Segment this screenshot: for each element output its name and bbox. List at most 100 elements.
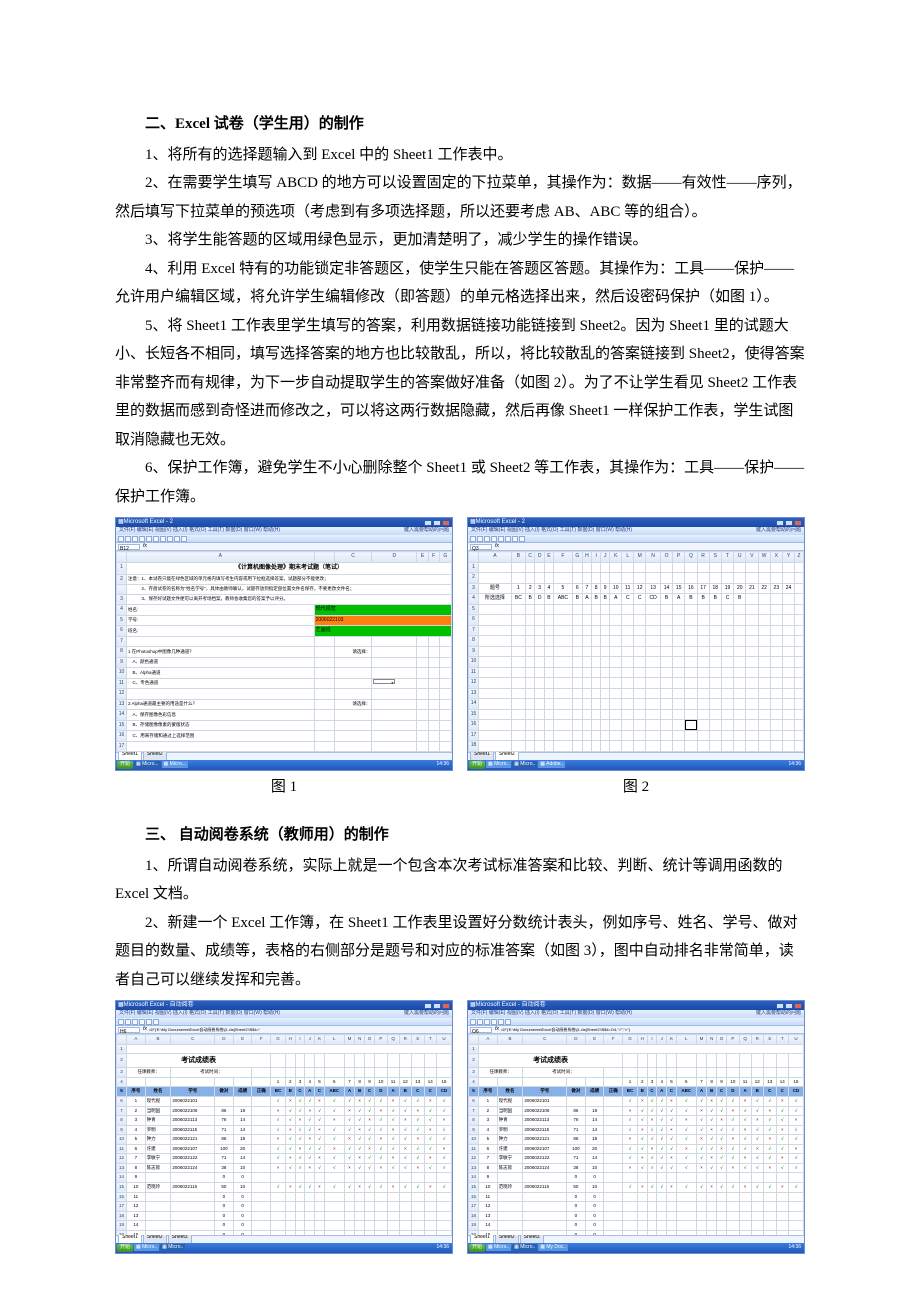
system-tray: 14:36	[436, 1243, 451, 1253]
toolbar-icon[interactable]	[118, 536, 124, 542]
namebox[interactable]: O6	[470, 1027, 492, 1033]
toolbar-icon[interactable]	[181, 536, 187, 542]
excel-formulabar[interactable]: O6fx=IF('E:\My Documents\Excel自动阅卷系统\[1.…	[468, 1026, 804, 1034]
taskbar-item[interactable]: ▦ Micro..	[512, 761, 537, 768]
toolbar-icon[interactable]	[491, 536, 497, 542]
start-button[interactable]: 开始	[117, 1244, 133, 1252]
start-button[interactable]: 开始	[117, 761, 133, 769]
exam-note: 2、存盘试卷的名称为"姓名学号"，具体由教师确认，试题存放到指定盘位置文件名保存…	[127, 585, 452, 595]
toolbar-icon[interactable]	[139, 1019, 145, 1025]
toolbar-icon[interactable]	[470, 536, 476, 542]
toolbar-icon[interactable]	[125, 1019, 131, 1025]
window-buttons	[776, 520, 802, 526]
fx-icon[interactable]: fx	[143, 1025, 147, 1035]
toolbar-icon[interactable]	[160, 536, 166, 542]
taskbar-item[interactable]: ▦ Adobe..	[538, 761, 565, 768]
minimize-icon[interactable]	[424, 520, 432, 526]
windows-taskbar[interactable]: 开始▦ Micro..▦ Micro..▦ My Doc..14:36	[468, 1243, 804, 1253]
excel-menubar[interactable]: 文件(F) 编辑(E) 视图(V) 插入(I) 格式(O) 工具(T) 数据(D…	[116, 527, 452, 535]
windows-taskbar[interactable]: 开始 ▦ Micro... ▦ Micro... 14:36	[116, 760, 452, 770]
close-icon[interactable]	[794, 520, 802, 526]
excel-menubar[interactable]: 文件(F) 编辑(E) 视图(V) 插入(I) 格式(O) 工具(T) 数据(D…	[468, 527, 804, 535]
toolbar-icon[interactable]	[118, 1019, 124, 1025]
excel-menubar[interactable]: 文件(F) 编辑(E) 视图(V) 插入(I) 格式(O) 工具(T) 数据(D…	[468, 1010, 804, 1018]
fx-icon[interactable]: fx	[143, 542, 147, 552]
figure-2-caption: 图 2	[623, 773, 649, 802]
taskbar-item[interactable]: ▦ Micro..	[512, 1244, 537, 1251]
sheet-tabs[interactable]: Sheet1Sheet2Sheet3	[468, 1235, 804, 1243]
figure-2: ▦ Microsoft Excel - 2 文件(F) 编辑(E) 视图(V) …	[467, 517, 805, 801]
figure-row-2: ▦ Microsoft Excel - 自动阅卷 文件(F) 编辑(E) 视图(…	[115, 1000, 805, 1254]
start-button[interactable]: 开始	[469, 1244, 485, 1252]
excel-formulabar[interactable]: Q3fx	[468, 543, 804, 551]
namebox[interactable]: B12	[118, 544, 140, 550]
sheet-tabs[interactable]: Sheet1 Sheet2	[468, 752, 804, 760]
toolbar-icon[interactable]	[146, 1019, 152, 1025]
taskbar-item[interactable]: ▦ My Doc..	[538, 1244, 568, 1251]
toolbar-icon[interactable]	[491, 1019, 497, 1025]
toolbar-icon[interactable]	[505, 536, 511, 542]
toolbar-icon[interactable]	[505, 1019, 511, 1025]
toolbar-icon[interactable]	[477, 1019, 483, 1025]
excel-grid[interactable]: ACDEFG 1《计算机图像处理》期末考试题（笔试） 2注意：1、本试卷只能在绿…	[116, 551, 452, 752]
toolbar-icon[interactable]	[132, 536, 138, 542]
toolbar-icon[interactable]	[139, 536, 145, 542]
excel-mock-2: ▦ Microsoft Excel - 2 文件(F) 编辑(E) 视图(V) …	[467, 517, 805, 771]
maximize-icon[interactable]	[785, 1003, 793, 1009]
fx-icon[interactable]: fx	[495, 1025, 499, 1035]
toolbar-icon[interactable]	[519, 536, 525, 542]
namebox[interactable]: Q3	[470, 544, 492, 550]
toolbar-icon[interactable]	[512, 536, 518, 542]
system-tray: 14:36	[788, 1243, 803, 1253]
taskbar-item[interactable]: ▦ Micro...	[162, 761, 189, 768]
excel-grid[interactable]: ABCDEFGHIJKLMNOPQRSTU12考试成绩表3任课教师：考试时间：4…	[468, 1034, 804, 1235]
toolbar-icon[interactable]	[153, 536, 159, 542]
windows-taskbar[interactable]: 开始▦ Micro..▦ Micro..▦ Adobe..14:36	[468, 760, 804, 770]
excel-toolbar[interactable]	[468, 535, 804, 543]
sheet-tabs[interactable]: Sheet1 Sheet2	[116, 752, 452, 760]
sheet-tabs[interactable]: Sheet1Sheet2Sheet3	[116, 1235, 452, 1243]
toolbar-icon[interactable]	[153, 1019, 159, 1025]
close-icon[interactable]	[794, 1003, 802, 1009]
fx-icon[interactable]: fx	[495, 542, 499, 552]
excel-grid[interactable]: ABCDEFGHIJKLMNOPQRSTUVWXYZ123题号123456789…	[468, 551, 804, 752]
close-icon[interactable]	[442, 1003, 450, 1009]
taskbar-item[interactable]: ▦ Micro..	[134, 1244, 159, 1251]
section3-title: 三、 自动阅卷系统（教师用）的制作	[115, 821, 805, 850]
maximize-icon[interactable]	[785, 520, 793, 526]
toolbar-icon[interactable]	[146, 536, 152, 542]
toolbar-icon[interactable]	[470, 1019, 476, 1025]
toolbar-icon[interactable]	[125, 536, 131, 542]
maximize-icon[interactable]	[433, 520, 441, 526]
toolbar-icon[interactable]	[498, 1019, 504, 1025]
excel-formulabar[interactable]: B12 fx	[116, 543, 452, 551]
taskbar-item[interactable]: ▦ Micro...	[134, 761, 161, 768]
minimize-icon[interactable]	[776, 1003, 784, 1009]
windows-taskbar[interactable]: 开始▦ Micro..▦ Micro..14:36	[116, 1243, 452, 1253]
start-button[interactable]: 开始	[469, 761, 485, 769]
toolbar-icon[interactable]	[132, 1019, 138, 1025]
toolbar-icon[interactable]	[167, 536, 173, 542]
namebox[interactable]: H6	[118, 1027, 140, 1033]
toolbar-icon[interactable]	[484, 536, 490, 542]
excel-formulabar[interactable]: H6fx=IF('E:\My Documents\Excel自动阅卷系统\[1.…	[116, 1026, 452, 1034]
s2-p4: 4、利用 Excel 特有的功能锁定非答题区，使学生只能在答题区答题。其操作为：…	[115, 255, 805, 312]
excel-menubar[interactable]: 文件(F) 编辑(E) 视图(V) 插入(I) 格式(O) 工具(T) 数据(D…	[116, 1010, 452, 1018]
s3-p1: 1、所谓自动阅卷系统，实际上就是一个包含本次考试标准答案和比较、判断、统计等调用…	[115, 852, 805, 909]
excel-toolbar[interactable]	[116, 535, 452, 543]
toolbar-icon[interactable]	[498, 536, 504, 542]
maximize-icon[interactable]	[433, 1003, 441, 1009]
taskbar-item[interactable]: ▦ Micro..	[486, 1244, 511, 1251]
section2-title: 二、Excel 试卷（学生用）的制作	[115, 110, 805, 139]
excel-mock-1: ▦ Microsoft Excel - 2 文件(F) 编辑(E) 视图(V) …	[115, 517, 453, 771]
system-tray: 14:36	[788, 760, 803, 770]
minimize-icon[interactable]	[776, 520, 784, 526]
minimize-icon[interactable]	[424, 1003, 432, 1009]
taskbar-item[interactable]: ▦ Micro..	[160, 1244, 185, 1251]
toolbar-icon[interactable]	[484, 1019, 490, 1025]
toolbar-icon[interactable]	[174, 536, 180, 542]
excel-grid[interactable]: ABCDEFGHIJKLMNOPQRSTU12考试成绩表3任课教师：考试时间：4…	[116, 1034, 452, 1235]
close-icon[interactable]	[442, 520, 450, 526]
taskbar-item[interactable]: ▦ Micro..	[486, 761, 511, 768]
toolbar-icon[interactable]	[477, 536, 483, 542]
